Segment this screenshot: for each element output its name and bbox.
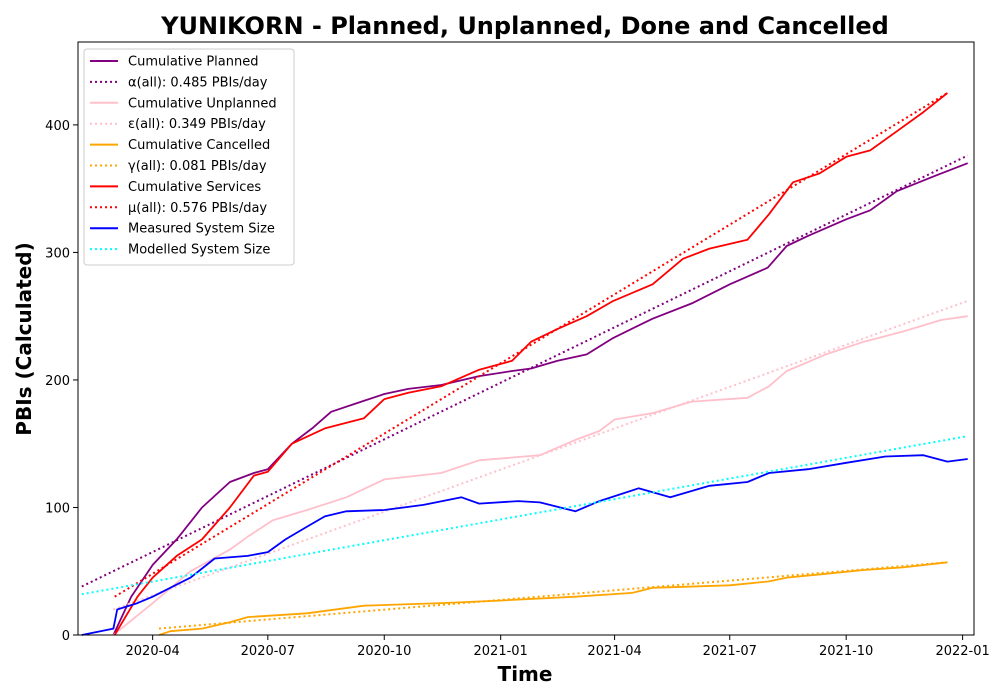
chart-title: YUNIKORN - Planned, Unplanned, Done and … xyxy=(160,12,889,40)
y-tick-label: 0 xyxy=(62,629,70,644)
y-tick-label: 300 xyxy=(45,246,70,261)
series-line-2 xyxy=(112,315,968,636)
x-tick-label: 2021-07 xyxy=(703,644,757,659)
y-tick-label: 400 xyxy=(45,119,70,134)
series-line-7 xyxy=(114,92,948,598)
y-tick-label: 100 xyxy=(45,501,70,516)
legend-label: ε(all): 0.349 PBIs/day xyxy=(128,117,266,132)
legend-label: γ(all): 0.081 PBIs/day xyxy=(128,159,267,174)
x-tick-label: 2021-10 xyxy=(819,644,873,659)
series-line-3 xyxy=(113,299,969,611)
legend-label: Cumulative Cancelled xyxy=(128,138,270,153)
x-tick-label: 2021-04 xyxy=(587,644,641,659)
legend-label: Cumulative Planned xyxy=(128,55,258,70)
series-line-9 xyxy=(81,435,968,596)
legend-label: μ(all): 0.576 PBIs/day xyxy=(128,201,267,216)
legend-label: Modelled System Size xyxy=(128,243,270,258)
plot-frame xyxy=(77,41,975,636)
series-line-8 xyxy=(81,454,968,636)
series-line-4 xyxy=(158,561,948,636)
y-axis: 0 100 200 300 400 xyxy=(45,119,78,644)
y-tick-label: 200 xyxy=(45,374,70,389)
x-tick-label: 2021-01 xyxy=(474,644,528,659)
legend-label: Cumulative Services xyxy=(128,180,261,195)
x-axis-label: Time xyxy=(498,662,553,686)
x-tick-label: 2020-07 xyxy=(241,644,295,659)
x-tick-label: 2022-01 xyxy=(935,644,989,659)
legend-box xyxy=(83,48,295,266)
x-axis: 2020-04 2020-07 2020-10 2021-01 2021-04 2021-… xyxy=(126,635,990,659)
plot-lines xyxy=(81,92,969,636)
legend-label: Measured System Size xyxy=(128,222,275,237)
series-line-5 xyxy=(158,561,948,630)
x-tick-label: 2020-04 xyxy=(126,644,180,659)
legend-label: α(all): 0.485 PBIs/day xyxy=(128,75,268,90)
series-line-1 xyxy=(81,154,969,588)
x-tick-label: 2020-10 xyxy=(357,644,411,659)
legend: Cumulative Planned α(all): 0.485 PBIs/day… xyxy=(83,48,295,266)
legend-label: Cumulative Unplanned xyxy=(128,96,277,111)
series-line-0 xyxy=(112,162,969,636)
y-axis-label: PBIs (Calculated) xyxy=(12,242,36,435)
